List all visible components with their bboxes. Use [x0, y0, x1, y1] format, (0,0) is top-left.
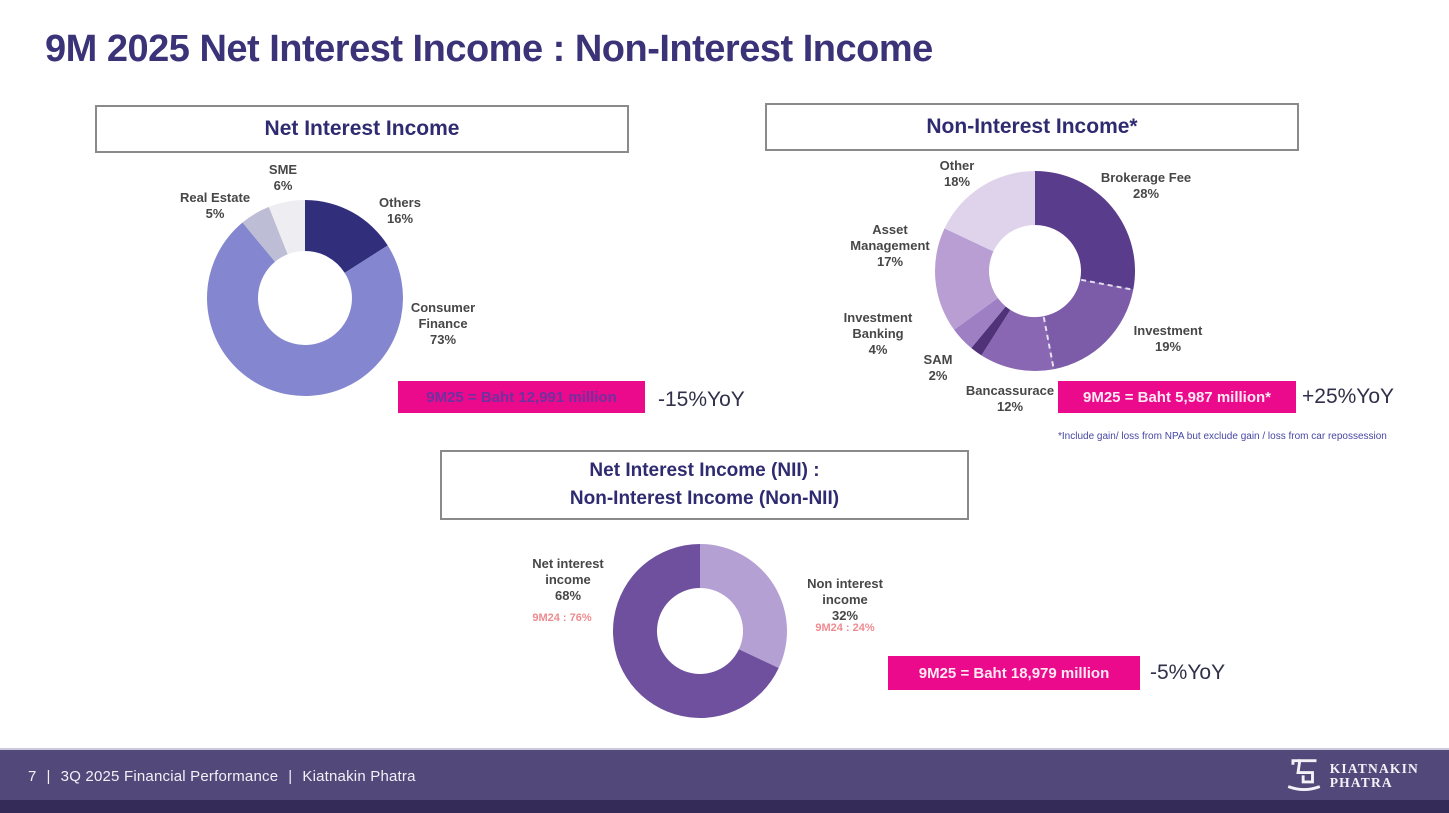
kiatnakin-logo-icon: [1287, 759, 1320, 792]
mix-donut-chart: [612, 544, 787, 718]
logo-text-line2: PHATRA: [1329, 775, 1393, 790]
nii-label-consumer-finance: Consumer Finance 73%: [410, 300, 476, 347]
nii-chart-title: Net Interest Income: [264, 117, 460, 140]
mix-total-badge: 9M25 = Baht 18,979 million: [888, 656, 1140, 690]
non-ii-yoy-change: +25%YoY: [1302, 385, 1395, 408]
footer-bar: 7 | 3Q 2025 Financial Performance | Kiat…: [0, 748, 1449, 813]
footer-separator: |: [46, 767, 51, 785]
nii-chart-header: Net Interest Income: [95, 105, 629, 153]
nii-donut-chart: [206, 200, 403, 397]
non-ii-chart-title: Non-Interest Income*: [926, 115, 1138, 138]
footer-separator: |: [288, 767, 293, 785]
slide-title: 9M 2025 Net Interest Income : Non-Intere…: [45, 28, 933, 70]
mix-prior-net-interest: 9M24 : 76%: [532, 612, 592, 624]
non-ii-total-badge: 9M25 = Baht 5,987 million*: [1058, 381, 1296, 413]
page-number: 7: [28, 767, 37, 785]
non-ii-label-other: Other 18%: [939, 158, 975, 189]
footer-brand: Kiatnakin Phatra: [302, 767, 416, 785]
mix-chart-title-line2: Non-Interest Income (Non-NII): [569, 488, 840, 509]
kiatnakin-phatra-logo: KIATNAKIN PHATRA: [1287, 757, 1419, 795]
logo-text-line1: KIATNAKIN: [1329, 760, 1419, 776]
mix-label-non-interest-income: Non interest income 32%: [807, 576, 883, 623]
nii-total-badge: 9M25 = Baht 12,991 million: [398, 381, 645, 413]
footnote: *Include gain/ loss from NPA but exclude…: [1058, 431, 1387, 442]
nii-yoy-change: -15%YoY: [658, 388, 745, 411]
footer-text: 7 | 3Q 2025 Financial Performance | Kiat…: [0, 768, 416, 785]
non-ii-label-bancassurance: Bancassurace 12%: [965, 383, 1055, 414]
footer-band: 7 | 3Q 2025 Financial Performance | Kiat…: [0, 748, 1449, 802]
mix-chart-title-line1: Net Interest Income (NII) :: [589, 460, 820, 482]
mix-label-net-interest-income: Net interest income 68%: [532, 556, 604, 603]
mix-chart-header: Net Interest Income (NII) : Non-Interest…: [440, 450, 969, 520]
non-ii-chart-header: Non-Interest Income*: [765, 103, 1299, 151]
logo-text: KIATNAKIN PHATRA: [1329, 760, 1419, 790]
non-ii-label-sam: SAM 2%: [923, 352, 953, 383]
mix-yoy-change: -5%YoY: [1150, 661, 1226, 684]
footer-bottom-strip: [0, 800, 1449, 813]
nii-label-real-estate: Real Estate 5%: [179, 190, 251, 221]
mix-prior-non-interest: 9M24 : 24%: [815, 622, 875, 634]
non-ii-label-asset-management: Asset Management 17%: [850, 222, 930, 269]
non-ii-label-investment-banking: Investment Banking 4%: [843, 310, 913, 357]
footer-title: 3Q 2025 Financial Performance: [60, 767, 279, 785]
non-ii-label-brokerage-fee: Brokerage Fee 28%: [1100, 170, 1192, 201]
non-ii-label-investment: Investment 19%: [1133, 323, 1203, 354]
nii-label-sme: SME 6%: [268, 162, 298, 193]
nii-label-others: Others 16%: [379, 195, 421, 226]
non-ii-donut-chart: [935, 171, 1136, 372]
